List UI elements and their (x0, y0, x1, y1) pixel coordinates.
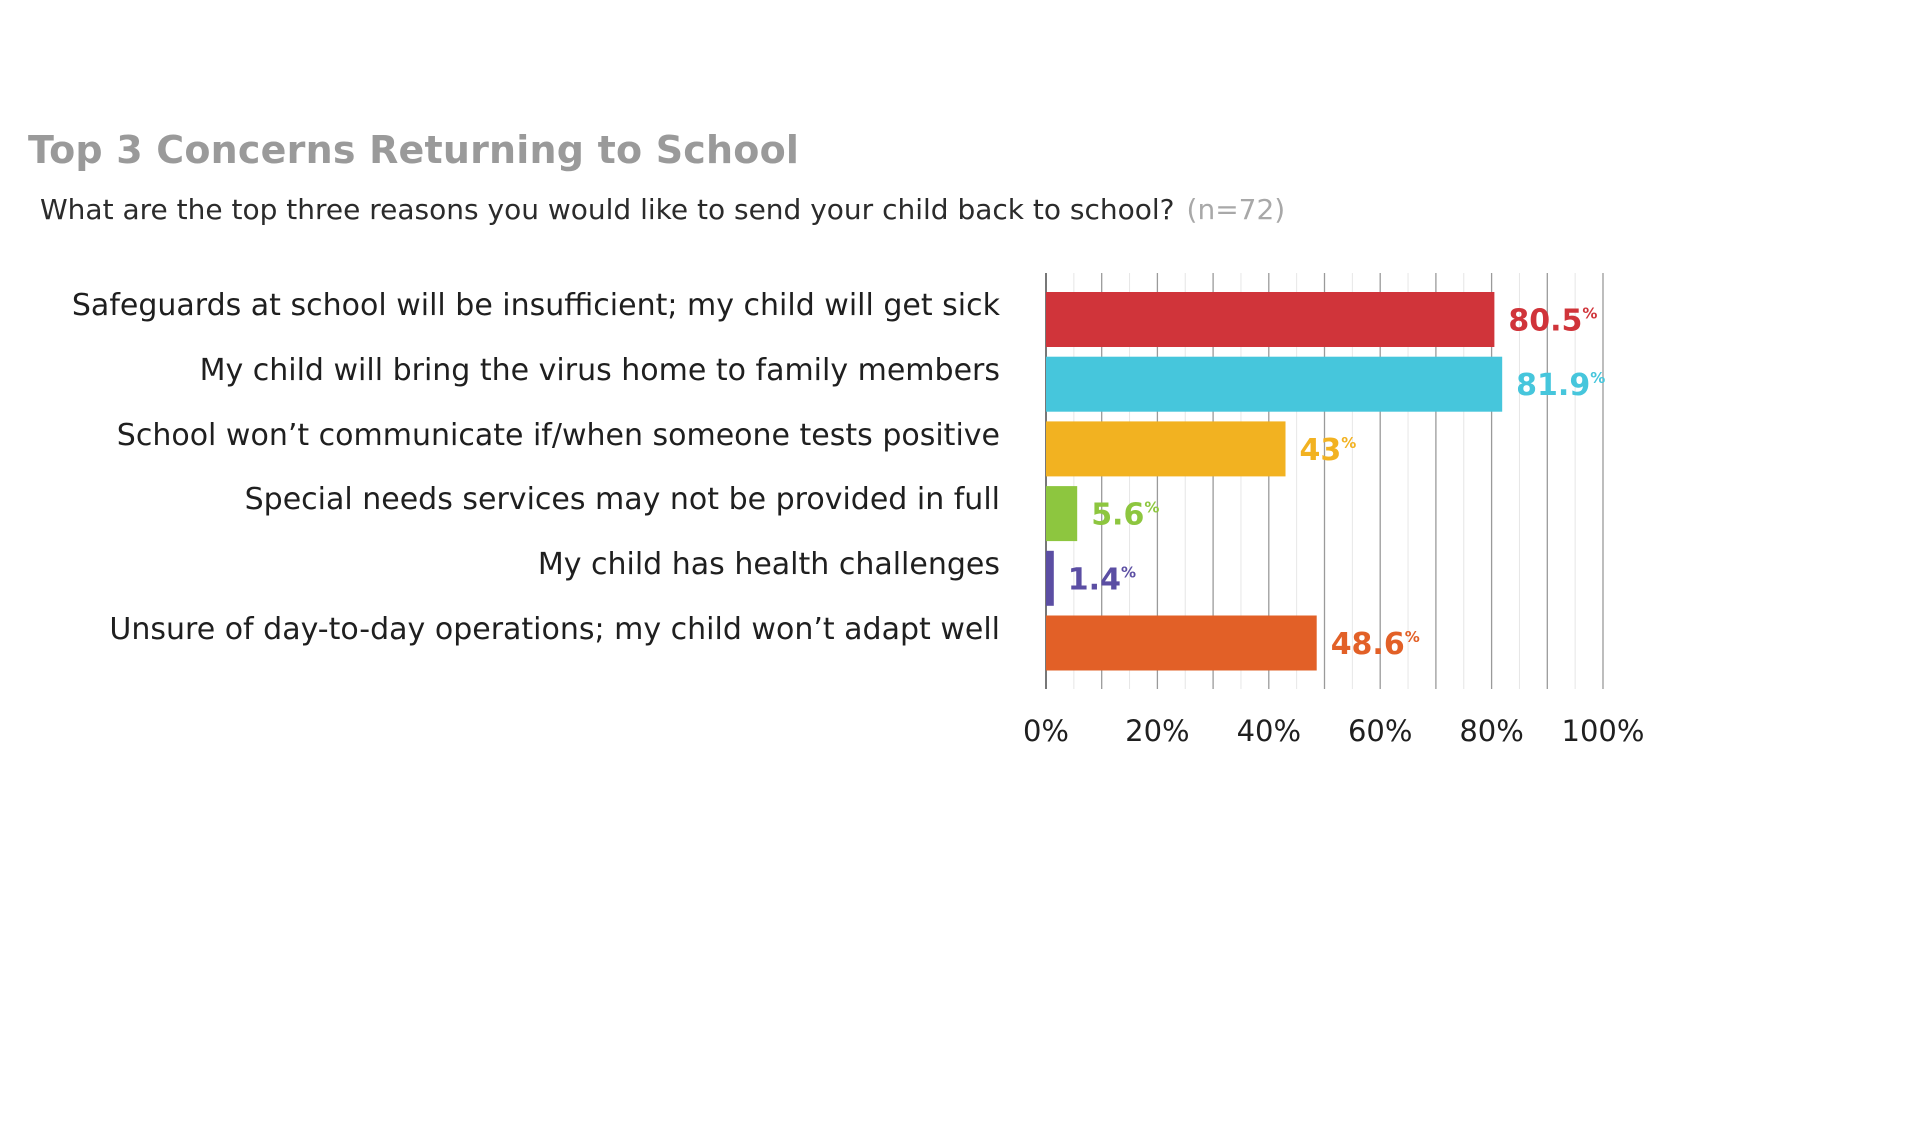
category-label: Unsure of day-to-day operations; my chil… (109, 612, 1000, 647)
data-label: 5.6% (1091, 498, 1159, 533)
data-label: 80.5% (1508, 304, 1597, 339)
bar (1046, 356, 1503, 412)
bar (1046, 292, 1495, 347)
data-label-percent-sign: % (1582, 305, 1597, 323)
category-label: My child has health challenges (537, 547, 1000, 582)
bar (1046, 421, 1286, 477)
bar (1046, 486, 1078, 542)
data-label-percent-sign: % (1144, 499, 1159, 517)
x-tick-label: 60% (1348, 714, 1412, 748)
data-label-percent-sign: % (1590, 369, 1605, 387)
data-label-percent-sign: % (1341, 434, 1356, 452)
category-label: Safeguards at school will be insufficien… (71, 288, 1000, 323)
x-tick-label: 100% (1562, 714, 1645, 748)
chart-subtitle: What are the top three reasons you would… (40, 193, 1285, 226)
chart-title: Top 3 Concerns Returning to School (28, 128, 800, 172)
x-tick-label: 80% (1459, 714, 1523, 748)
data-label: 43% (1300, 433, 1357, 468)
x-tick-label: 0% (1023, 714, 1069, 748)
data-label: 1.4% (1068, 562, 1136, 597)
subtitle-question: What are the top three reasons you would… (40, 193, 1175, 226)
subtitle-sample-size: (n=72) (1186, 193, 1286, 226)
data-label-percent-sign: % (1121, 563, 1136, 581)
bar (1046, 615, 1317, 671)
data-label-percent-sign: % (1405, 628, 1420, 646)
bar (1046, 550, 1054, 606)
data-label: 81.9% (1516, 368, 1605, 403)
x-tick-label: 20% (1125, 714, 1189, 748)
data-label: 48.6% (1331, 627, 1420, 662)
category-label: School won’t communicate if/when someone… (116, 418, 1000, 453)
category-label: Special needs services may not be provid… (244, 482, 1000, 517)
x-tick-label: 40% (1237, 714, 1301, 748)
category-label: My child will bring the virus home to fa… (199, 353, 1000, 388)
